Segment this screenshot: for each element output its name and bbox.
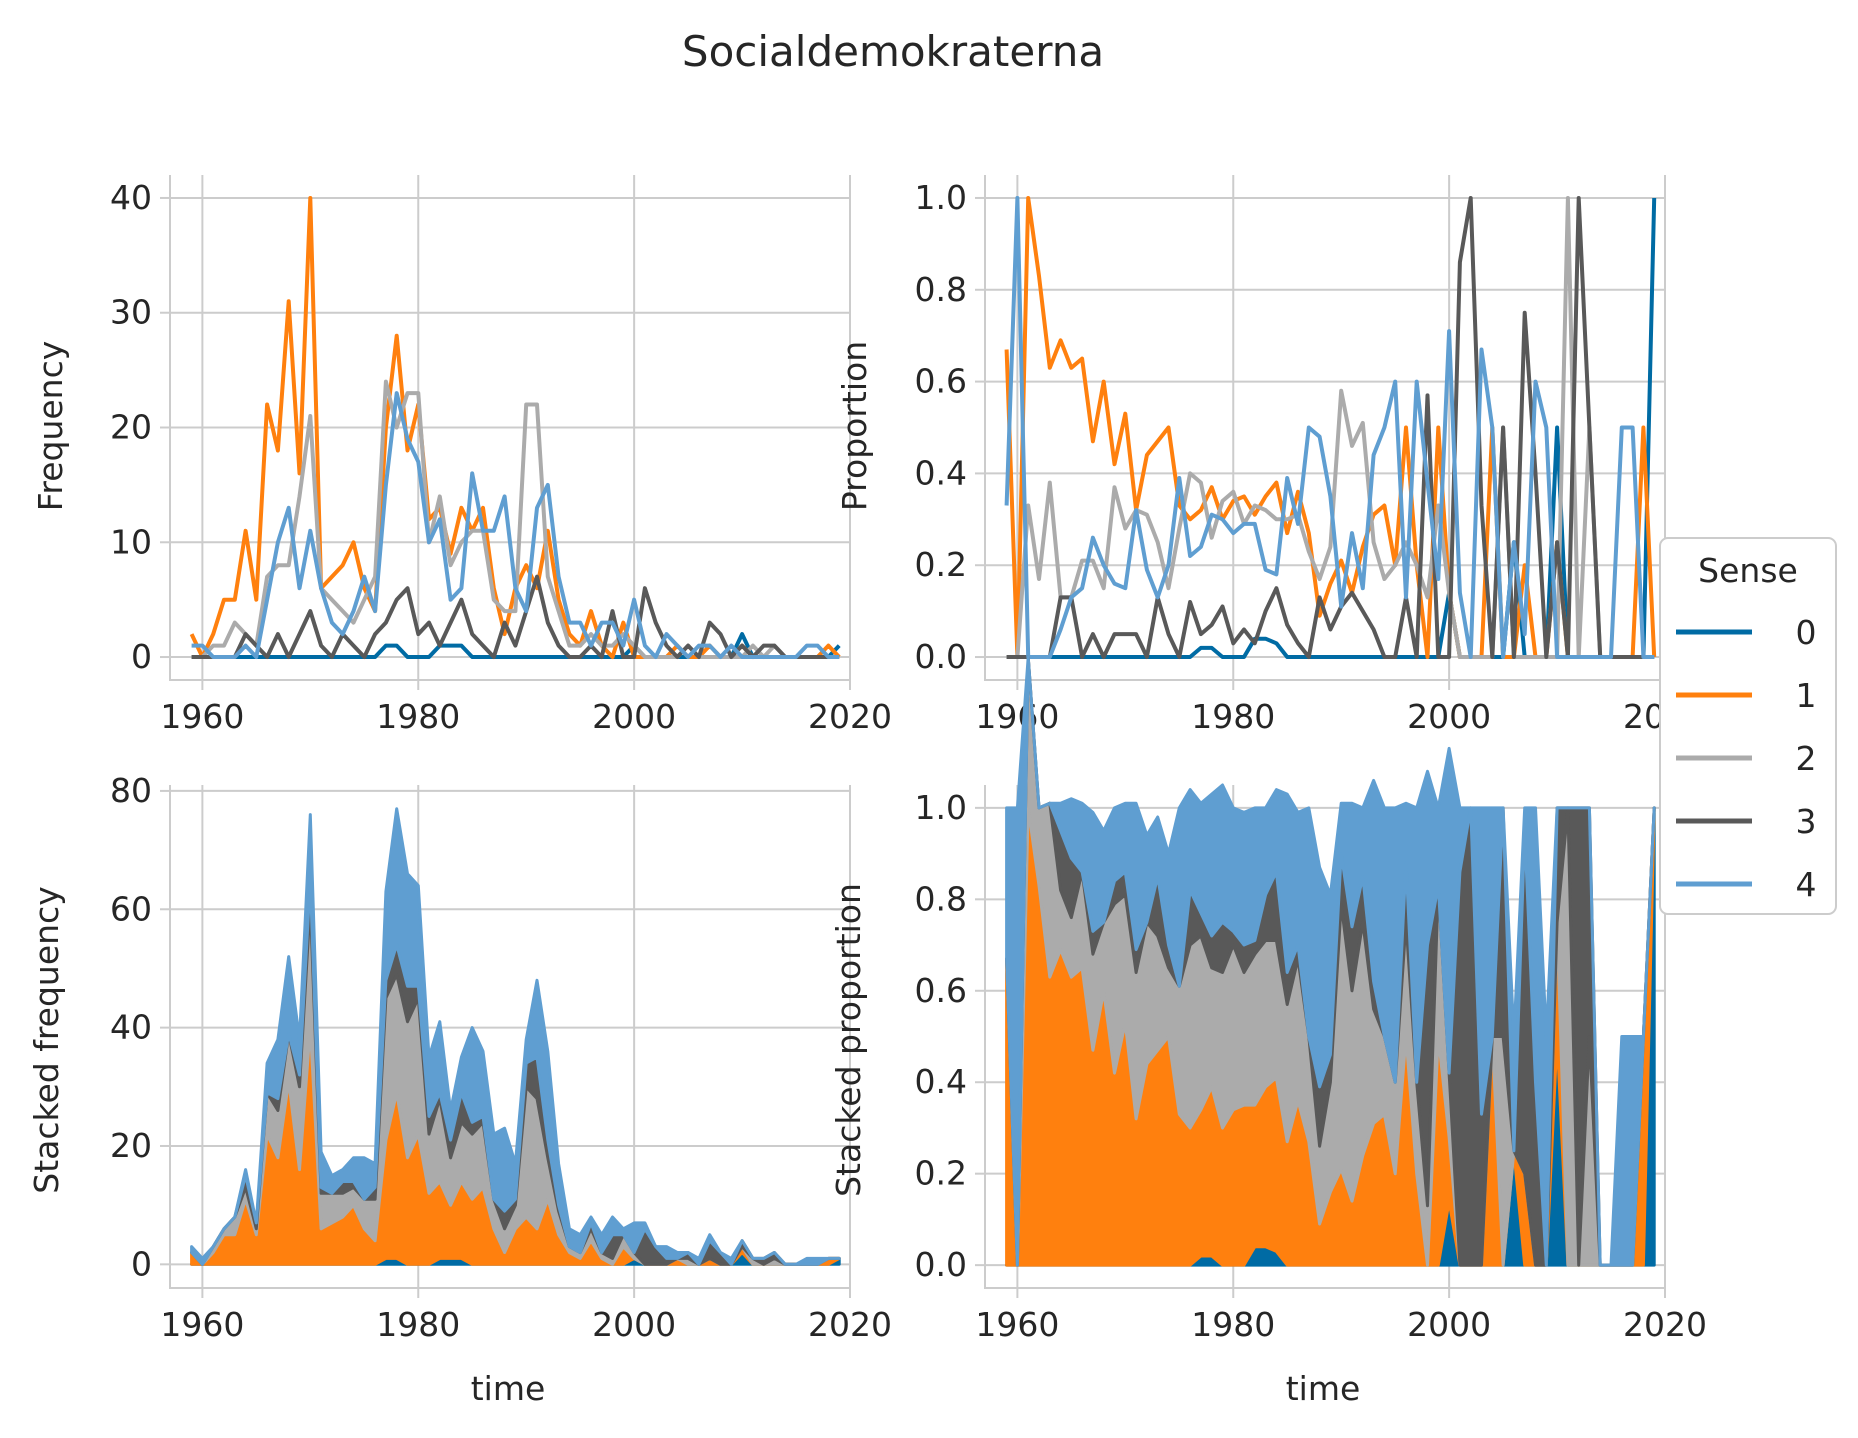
y-tick-label: 10: [110, 522, 152, 561]
stacked-area-4: [1005, 655, 1656, 1267]
y-tick-label: 0.2: [915, 1154, 967, 1193]
y-tick-label: 40: [110, 178, 152, 217]
axis-spines: [984, 175, 1665, 681]
legend-label: 0: [1796, 613, 1817, 652]
legend-label: 4: [1796, 865, 1817, 904]
x-tick-label: 1980: [1191, 1305, 1275, 1344]
stacked-area-4: [190, 807, 841, 1266]
y-axis-label: Proportion: [835, 341, 874, 511]
y-axis-label: Frequency: [31, 341, 70, 511]
y-tick-label: 0.6: [915, 362, 967, 401]
frequency-panel: 1960 1980 2000 2020 0 10 20 30 40 Frequency: [31, 175, 892, 736]
y-tick-label: 0.0: [915, 1245, 967, 1284]
axis-spines: [169, 175, 850, 681]
x-tick-label: 1980: [376, 697, 460, 736]
x-axis-label: time: [1286, 1369, 1361, 1408]
x-tick-label: 1960: [160, 697, 244, 736]
x-tick-label: 2020: [808, 1305, 892, 1344]
stacked-proportion-panel: 1960 1980 2000 2020 0.0 0.2 0.4 0.6 0.8 1.0 Stack…: [829, 655, 1707, 1408]
axis-spines: [169, 785, 850, 1289]
stacked-frequency-panel: 1960 1980 2000 2020 0 20 40 60 80 Stacked freque…: [27, 771, 892, 1408]
y-tick-label: 0.8: [915, 270, 967, 309]
y-tick-label: 0.0: [915, 637, 967, 676]
x-tick-label: 2000: [592, 1305, 676, 1344]
y-tick-label: 0: [131, 637, 152, 676]
legend-label: 3: [1796, 802, 1817, 841]
y-tick-label: 0.2: [915, 545, 967, 584]
series-line-3: [1006, 196, 1655, 659]
legend: Sense 0 1 2 3 4: [1659, 537, 1837, 915]
legend-frame: [1659, 537, 1837, 915]
legend-title: Sense: [1698, 551, 1798, 590]
y-tick-label: 40: [110, 1008, 152, 1047]
series-line-4: [1004, 196, 1655, 659]
x-tick-label: 1980: [376, 1305, 460, 1344]
y-tick-label: 1.0: [915, 178, 967, 217]
y-tick-label: 30: [110, 293, 152, 332]
y-tick-label: 0.4: [915, 453, 967, 492]
x-axis-label: time: [471, 1369, 546, 1408]
legend-label: 1: [1796, 676, 1817, 715]
x-tick-label: 1980: [1191, 697, 1275, 736]
x-tick-label: 2000: [1407, 1305, 1491, 1344]
y-tick-label: 0.4: [915, 1062, 967, 1101]
y-tick-label: 1.0: [915, 788, 967, 827]
y-tick-label: 0.8: [915, 879, 967, 918]
legend-label: 2: [1796, 739, 1817, 778]
series-line-3: [191, 574, 840, 659]
x-tick-label: 1960: [975, 697, 1059, 736]
y-tick-label: 20: [110, 408, 152, 447]
y-tick-label: 20: [110, 1126, 152, 1165]
x-tick-label: 1960: [975, 1305, 1059, 1344]
y-tick-label: 60: [110, 889, 152, 928]
axis-spines: [984, 785, 1665, 1289]
x-tick-label: 2020: [808, 697, 892, 736]
x-tick-label: 1960: [160, 1305, 244, 1344]
x-tick-label: 2020: [1623, 1305, 1707, 1344]
plot-area: 1960 1980 2000 2020 0.0 0.2 0.4 0.6 0.8 1.0: [915, 655, 1707, 1344]
x-tick-label: 2000: [592, 697, 676, 736]
x-tick-label: 2000: [1407, 697, 1491, 736]
y-tick-label: 80: [110, 771, 152, 810]
series-line-4: [191, 391, 840, 659]
y-tick-label: 0: [131, 1244, 152, 1283]
y-axis-label: Stacked proportion: [829, 883, 868, 1197]
y-axis-label: Stacked frequency: [27, 886, 66, 1193]
y-tick-label: 0.6: [915, 971, 967, 1010]
plot-area: 1960 1980 2000 2020 0 20 40 60 80: [110, 771, 892, 1344]
figure-title: Socialdemokraterna: [682, 27, 1104, 76]
plot-area: 1960 1980 2000 2020 0 10 20 30 40: [110, 175, 892, 736]
